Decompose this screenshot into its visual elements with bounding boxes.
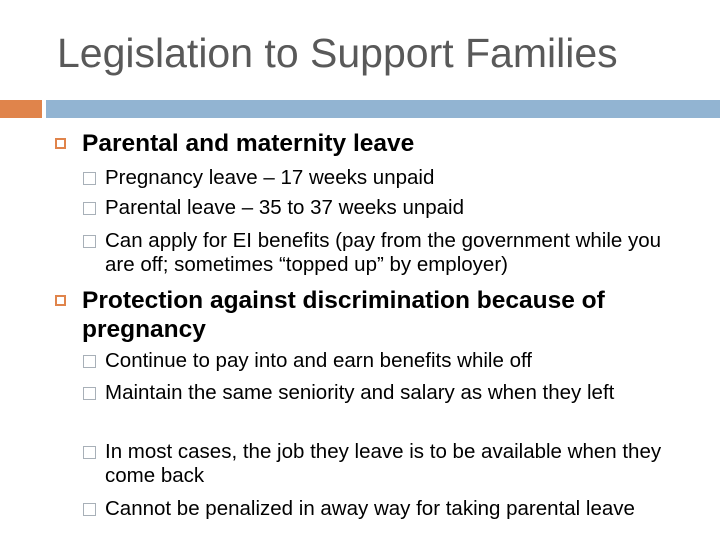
square-bullet-icon	[83, 235, 96, 248]
slide-title: Legislation to Support Families	[57, 30, 618, 76]
heading-text: Protection against discrimination becaus…	[82, 287, 605, 343]
square-bullet-icon	[83, 387, 96, 400]
accent-bar-blue	[46, 100, 720, 118]
item-text: Continue to pay into and earn benefits w…	[105, 349, 532, 372]
list-item: Continue to pay into and earn benefits w…	[83, 349, 705, 373]
section-heading: Parental and maternity leave	[55, 129, 702, 158]
list-item: In most cases, the job they leave is to …	[83, 440, 665, 488]
item-text: Parental leave – 35 to 37 weeks unpaid	[105, 196, 465, 219]
square-bullet-icon	[83, 503, 96, 516]
section-heading: Protection against discrimination becaus…	[55, 286, 682, 344]
list-item: Pregnancy leave – 17 weeks unpaid	[83, 166, 705, 190]
list-item: Maintain the same seniority and salary a…	[83, 381, 680, 405]
square-bullet-icon	[83, 446, 96, 459]
square-bullet-icon	[83, 172, 96, 185]
list-item: Parental leave – 35 to 37 weeks unpaid	[83, 196, 705, 220]
square-bullet-icon	[83, 202, 96, 215]
item-text: Cannot be penalized in away way for taki…	[105, 497, 635, 520]
square-bullet-icon	[83, 355, 96, 368]
item-text: Pregnancy leave – 17 weeks unpaid	[105, 166, 435, 189]
square-bullet-icon	[55, 138, 66, 149]
heading-text: Parental and maternity leave	[82, 130, 415, 157]
accent-bar-orange	[0, 100, 42, 118]
list-item: Cannot be penalized in away way for taki…	[83, 497, 685, 521]
item-text: In most cases, the job they leave is to …	[105, 440, 662, 487]
list-item: Can apply for EI benefits (pay from the …	[83, 229, 695, 277]
square-bullet-icon	[55, 295, 66, 306]
item-text: Can apply for EI benefits (pay from the …	[105, 229, 662, 276]
item-text: Maintain the same seniority and salary a…	[105, 381, 615, 404]
